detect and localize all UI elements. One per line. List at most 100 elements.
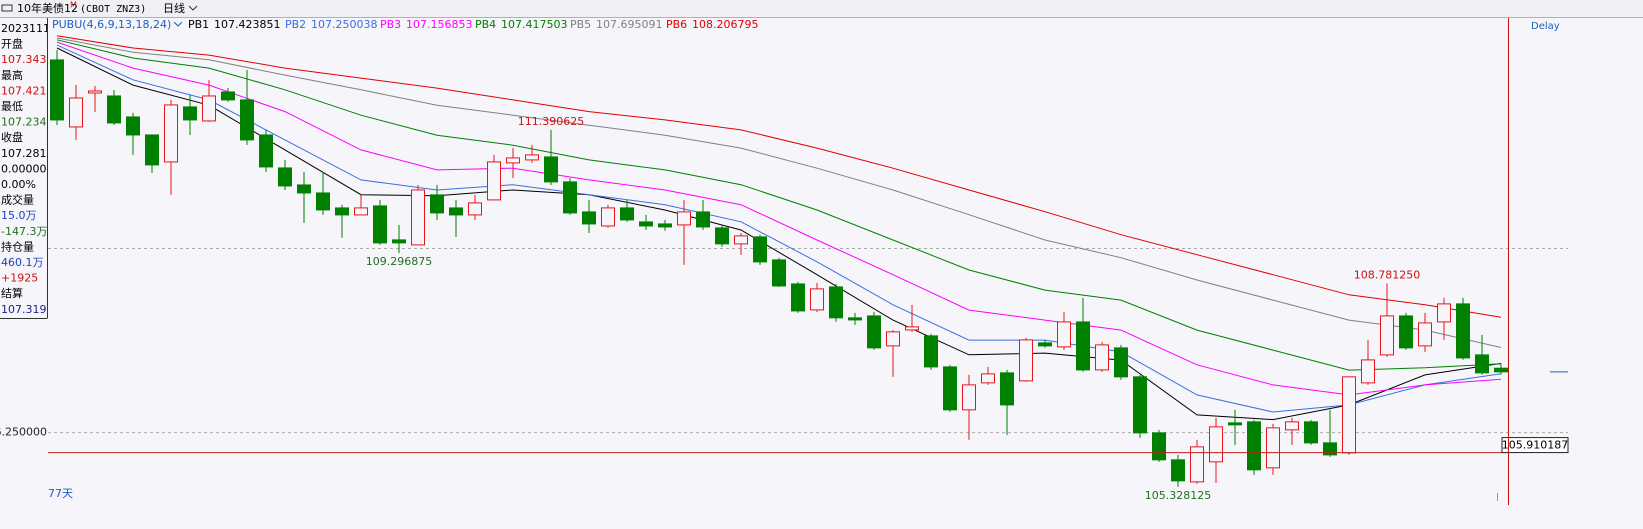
candle-body <box>1342 376 1356 454</box>
candle-body <box>1418 322 1432 347</box>
window-icon[interactable] <box>1 4 13 12</box>
info-panel-line: 107.4218 <box>1 84 54 97</box>
legend-name: PB4 <box>475 18 496 31</box>
info-panel-line: 107.3197 <box>1 303 54 316</box>
candle-body <box>525 154 539 161</box>
period-selector[interactable]: 日线 <box>163 1 185 15</box>
candle-body <box>1133 376 1147 434</box>
candle-body <box>1228 422 1242 426</box>
candle-body <box>1076 321 1090 371</box>
info-panel-bg <box>0 18 47 318</box>
candle-body <box>392 239 406 244</box>
candle-body <box>753 236 767 263</box>
toolbar-symbol: (CBOT ZNZ3) <box>80 4 146 15</box>
candle-body <box>411 189 425 246</box>
indicator-line <box>56 47 1502 421</box>
extreme-label: 109.296875 <box>366 255 432 268</box>
candle-body <box>1304 421 1318 444</box>
info-panel-line: 0.000000 <box>1 162 54 175</box>
info-panel-line: 20231113 <box>1 22 57 35</box>
candle-layer <box>50 49 1508 487</box>
period-chevron[interactable] <box>188 5 198 11</box>
info-panel-line: -147.3万 <box>1 225 47 238</box>
candle-body <box>1114 347 1128 378</box>
info-panel-line: 最高 <box>1 68 23 82</box>
candle-body <box>1475 354 1489 374</box>
candle-body <box>563 181 577 214</box>
candle-body <box>316 192 330 211</box>
candle-body <box>183 106 197 121</box>
legend-value: 107.423851 <box>214 18 280 31</box>
candle-body <box>639 221 653 227</box>
candle-body <box>810 288 824 311</box>
extreme-label: 108.781250 <box>1354 269 1420 282</box>
candle-body <box>1361 359 1375 384</box>
indicator-name[interactable]: PUBU(4,6,9,13,18,24) <box>52 18 171 31</box>
info-panel-line: 结算 <box>1 286 23 300</box>
candle-body <box>1285 421 1299 431</box>
candle-body <box>69 97 83 128</box>
candle-body <box>1038 342 1052 347</box>
candle-body <box>677 211 691 226</box>
last-price-label: 105.910187 <box>1502 439 1568 452</box>
candle-body <box>658 223 672 228</box>
candle-body <box>259 134 273 168</box>
toolbar-title[interactable]: 10年美债12 <box>17 1 78 15</box>
candle-body <box>734 235 748 245</box>
candle-body <box>1266 427 1280 469</box>
toolbar-superscript: M <box>70 1 77 10</box>
extreme-label: 111.390625 <box>518 115 584 128</box>
indicator-line <box>56 39 1502 371</box>
legend-name: PB6 <box>666 18 687 31</box>
legend-value: 107.417503 <box>501 18 567 31</box>
info-panel-line: 107.2811 <box>1 147 54 160</box>
legend-name: PB3 <box>380 18 401 31</box>
candle-body <box>449 207 463 216</box>
candle-body <box>791 283 805 312</box>
candle-body <box>1437 303 1451 323</box>
legend-name: PB5 <box>570 18 591 31</box>
info-panel-line: 460.1万 <box>1 256 44 269</box>
info-panel-line: 最低 <box>1 100 23 113</box>
candle-body <box>88 90 102 94</box>
indicator-line <box>56 44 1502 413</box>
candle-body <box>335 207 349 216</box>
candle-body <box>430 194 444 214</box>
candle-body <box>772 259 786 287</box>
footer-days: 77天 <box>48 487 73 500</box>
candle-body <box>1019 339 1033 382</box>
candle-body <box>962 384 976 411</box>
indicator-chevron[interactable] <box>173 21 183 27</box>
candle-body <box>126 116 140 136</box>
candle-body <box>601 207 615 227</box>
status-label: Delay <box>1531 21 1560 32</box>
info-panel-line: 107.2341 <box>1 116 54 129</box>
candle-body <box>221 91 235 101</box>
candle-body <box>943 366 957 411</box>
last-price-box <box>1501 437 1569 454</box>
candle-body <box>620 207 634 221</box>
candle-body <box>848 317 862 321</box>
candle-body <box>1171 459 1185 482</box>
candle-body <box>1095 344 1109 371</box>
info-panel-line: 15.0万 <box>1 209 37 222</box>
candle-body <box>487 161 501 201</box>
candle-body <box>544 156 558 183</box>
candle-body <box>981 373 995 384</box>
info-panel-line: 持仓量 <box>1 239 34 253</box>
y-tick-label: 106.250000 <box>0 426 47 439</box>
candle-body <box>373 205 387 244</box>
candle-body <box>886 331 900 347</box>
info-panel-line: 0.00% <box>1 178 36 191</box>
candle-body <box>582 211 596 225</box>
candle-body <box>278 167 292 187</box>
candle-body <box>829 286 843 319</box>
legend-value: 108.206795 <box>692 18 758 31</box>
candle-body <box>50 59 64 121</box>
candle-body <box>107 95 121 124</box>
candle-body <box>867 315 881 349</box>
